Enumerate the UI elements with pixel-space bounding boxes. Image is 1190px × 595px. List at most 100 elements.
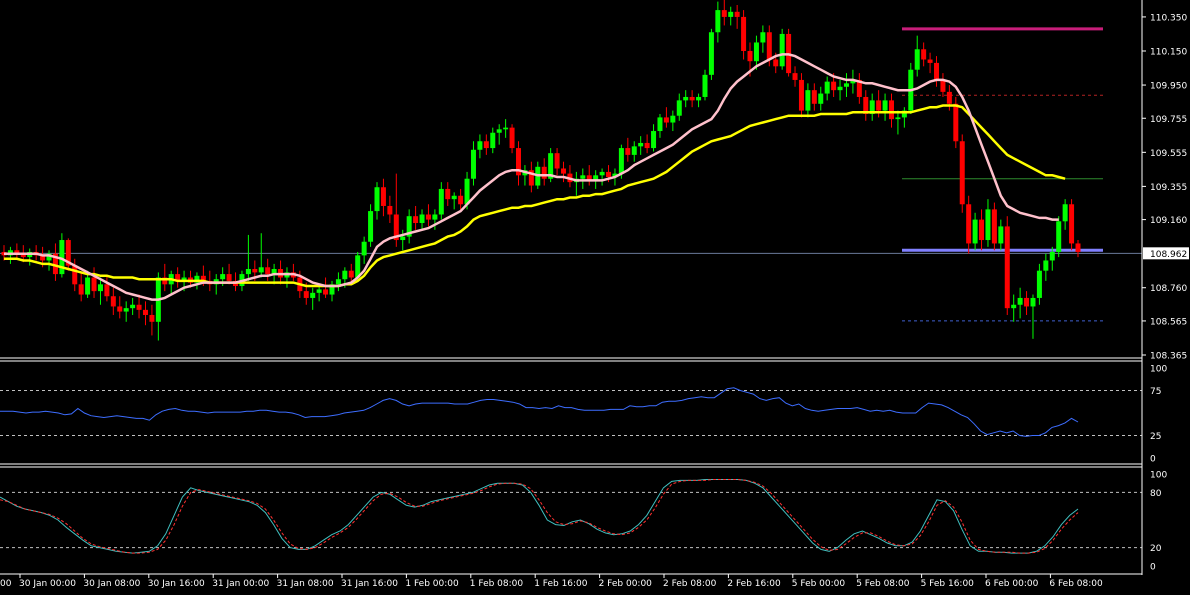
candle[interactable] [1062, 199, 1068, 230]
candle[interactable] [477, 134, 483, 159]
candle[interactable] [696, 93, 702, 108]
candle[interactable] [438, 182, 444, 220]
candle[interactable] [104, 275, 110, 302]
candle[interactable] [818, 86, 824, 111]
candle[interactable] [265, 258, 271, 281]
candle[interactable] [1049, 246, 1055, 271]
candle[interactable] [72, 258, 78, 292]
candle[interactable] [406, 209, 412, 244]
candle[interactable] [625, 137, 631, 162]
candle[interactable] [631, 141, 637, 162]
candle[interactable] [14, 243, 20, 259]
candle[interactable] [959, 134, 965, 213]
candle[interactable] [869, 93, 875, 121]
candle[interactable] [991, 202, 997, 251]
candle[interactable] [554, 148, 560, 176]
candle[interactable] [979, 209, 985, 251]
candle[interactable] [856, 73, 862, 104]
candle[interactable] [599, 168, 605, 186]
candle[interactable] [528, 161, 534, 193]
candle[interactable] [503, 119, 509, 138]
candle[interactable] [1017, 287, 1023, 319]
candle[interactable] [657, 114, 663, 138]
candle[interactable] [1011, 294, 1017, 322]
candle[interactable] [348, 263, 354, 285]
candle[interactable] [400, 229, 406, 251]
candle[interactable] [175, 267, 181, 288]
candle[interactable] [380, 178, 386, 217]
candle[interactable] [413, 205, 419, 230]
candle[interactable] [683, 90, 689, 108]
candle[interactable] [927, 52, 933, 74]
candle[interactable] [934, 56, 940, 87]
candle[interactable] [1056, 216, 1062, 258]
candle[interactable] [329, 280, 335, 302]
candle[interactable] [245, 234, 251, 281]
candle[interactable] [901, 107, 907, 128]
candle[interactable] [432, 209, 438, 230]
candle[interactable] [335, 272, 341, 292]
candle[interactable] [895, 110, 901, 135]
candle[interactable] [715, 1, 721, 43]
candle[interactable] [1043, 253, 1049, 281]
candle[interactable] [323, 277, 329, 298]
candle[interactable] [1075, 240, 1081, 258]
candle[interactable] [458, 188, 464, 210]
candle[interactable] [670, 110, 676, 132]
candle[interactable] [753, 35, 759, 70]
candle[interactable] [361, 236, 367, 264]
candle[interactable] [792, 66, 798, 87]
candle[interactable] [149, 304, 155, 336]
candle[interactable] [1036, 263, 1042, 305]
candle[interactable] [541, 158, 547, 186]
candle[interactable] [708, 28, 714, 80]
candle[interactable] [644, 134, 650, 154]
candle[interactable] [393, 173, 399, 247]
candle[interactable] [258, 233, 264, 278]
candle[interactable] [123, 301, 129, 322]
candle[interactable] [1069, 199, 1075, 251]
candle[interactable] [425, 204, 431, 227]
candle[interactable] [940, 73, 946, 97]
candle[interactable] [811, 83, 817, 111]
candle[interactable] [65, 238, 71, 271]
candle[interactable] [689, 90, 695, 108]
candle[interactable] [824, 76, 830, 101]
candle[interactable] [470, 141, 476, 186]
candle[interactable] [786, 28, 792, 77]
candle[interactable] [843, 73, 849, 97]
candle[interactable] [515, 141, 521, 186]
candle[interactable] [78, 272, 84, 302]
candle[interactable] [1030, 294, 1036, 339]
candle[interactable] [52, 243, 58, 281]
candle[interactable] [142, 301, 148, 326]
candle[interactable] [888, 93, 894, 128]
candle[interactable] [419, 209, 425, 230]
candle[interactable] [966, 195, 972, 254]
candle[interactable] [921, 42, 927, 67]
candle[interactable] [882, 93, 888, 121]
candle[interactable] [561, 161, 567, 183]
candle[interactable] [310, 287, 316, 310]
candle[interactable] [734, 5, 740, 29]
candle[interactable] [1024, 291, 1030, 315]
candle[interactable] [798, 73, 804, 118]
candle[interactable] [451, 192, 457, 210]
price-panel[interactable] [0, 0, 1142, 341]
candle[interactable] [760, 25, 766, 53]
candle[interactable] [998, 219, 1004, 251]
candle[interactable] [741, 10, 747, 60]
candle[interactable] [91, 267, 97, 298]
candle[interactable] [130, 297, 136, 315]
candle[interactable] [837, 79, 843, 101]
candle[interactable] [1004, 216, 1010, 315]
candle[interactable] [914, 35, 920, 77]
candle[interactable] [226, 263, 232, 285]
candle[interactable] [638, 136, 644, 155]
stochastic-panel[interactable] [0, 479, 1142, 554]
candle[interactable] [985, 199, 991, 247]
oscillator-panel[interactable] [0, 387, 1142, 437]
candle[interactable] [46, 250, 52, 271]
candle[interactable] [586, 165, 592, 186]
candle[interactable] [850, 69, 856, 94]
